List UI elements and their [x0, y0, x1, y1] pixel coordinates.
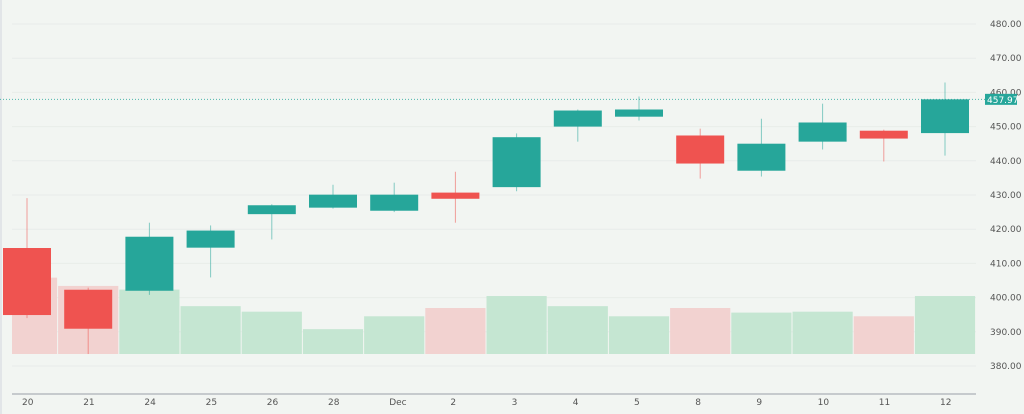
candles: [3, 82, 969, 355]
date-tick-label: 8: [695, 398, 701, 408]
price-tick-label: 380.00: [990, 362, 1022, 372]
volume-bar: [119, 289, 180, 354]
candle-up[interactable]: [798, 122, 847, 142]
price-tick-label: 480.00: [990, 20, 1022, 30]
candle-up[interactable]: [553, 110, 602, 127]
price-axis[interactable]: 480.00 470.00 460.00 450.00 440.00 430.00 420.…: [990, 20, 1022, 372]
candle-up[interactable]: [247, 205, 296, 215]
volume-bar: [241, 311, 302, 354]
candle-up[interactable]: [615, 109, 663, 117]
price-tick-label: 460.00: [990, 88, 1022, 98]
volume-bar: [180, 306, 241, 354]
date-tick-label: 11: [879, 398, 890, 408]
price-tick-label: 400.00: [990, 294, 1022, 304]
candle-up[interactable]: [309, 194, 357, 208]
candle-up[interactable]: [370, 194, 419, 211]
date-tick-label: 21: [83, 398, 94, 408]
candle-down[interactable]: [676, 135, 725, 164]
candle-up[interactable]: [921, 99, 969, 134]
candle-down[interactable]: [3, 248, 51, 316]
volume-bar: [608, 316, 670, 354]
volume-bar: [486, 296, 547, 354]
price-tick-label: 440.00: [990, 157, 1022, 167]
last-price-tag-bg: [985, 93, 1017, 105]
volume-bar: [853, 316, 914, 354]
date-tick-label: 2: [450, 398, 456, 408]
date-tick-label: 4: [573, 398, 579, 408]
price-tick-label: 470.00: [990, 54, 1022, 64]
left-border: [0, 0, 2, 414]
price-tick-label: 410.00: [990, 259, 1022, 269]
date-tick-label: 5: [634, 398, 640, 408]
time-axis[interactable]: 20 21 24 25 26 28 Dec 2 3 4 5 8 9 10 11 12: [12, 393, 976, 408]
volume-bar: [425, 308, 486, 354]
date-tick-label: 9: [756, 398, 762, 408]
candle-up[interactable]: [737, 143, 786, 171]
volume-bar: [302, 329, 364, 354]
date-tick-label: 10: [818, 398, 830, 408]
date-tick-label: 25: [206, 398, 217, 408]
volume-bar: [547, 306, 608, 354]
date-tick-label: Dec: [389, 398, 406, 408]
date-tick-label: 12: [940, 398, 951, 408]
volume-bar: [792, 311, 853, 354]
volume-bar: [670, 308, 731, 354]
last-price-tag: 457.97: [985, 93, 1019, 106]
last-price-label: 457.97: [987, 96, 1019, 106]
candle-up[interactable]: [125, 236, 174, 291]
volume-bar: [914, 296, 976, 354]
candle-down[interactable]: [859, 130, 908, 139]
date-tick-label: 3: [512, 398, 518, 408]
date-tick-label: 26: [267, 398, 279, 408]
candle-up[interactable]: [492, 137, 541, 188]
date-tick-label: 24: [144, 398, 156, 408]
candle-up[interactable]: [186, 230, 235, 248]
price-tick-label: 420.00: [990, 225, 1022, 235]
volume-bar: [731, 312, 792, 354]
price-tick-label: 430.00: [990, 191, 1022, 201]
price-tick-label: 450.00: [990, 123, 1022, 133]
price-tick-label: 390.00: [990, 328, 1022, 338]
candle-down[interactable]: [431, 192, 480, 199]
volume-bar: [364, 316, 425, 354]
candle-down[interactable]: [64, 289, 113, 329]
date-tick-label: 20: [22, 398, 34, 408]
date-tick-label: 28: [328, 398, 340, 408]
